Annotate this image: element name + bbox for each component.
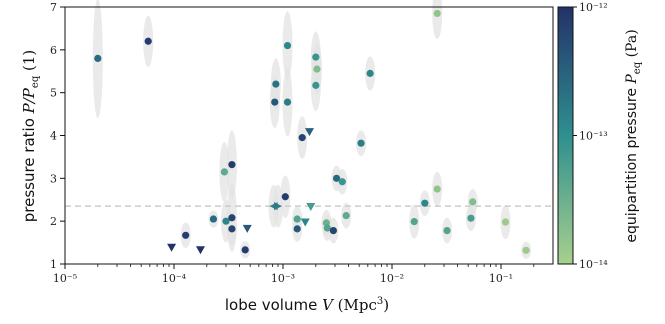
error-ellipse	[432, 0, 443, 40]
colorbar-tick-label: 10⁻¹³	[579, 130, 608, 143]
x-tick-label: 10⁻⁵	[53, 272, 77, 285]
data-point	[283, 98, 292, 106]
data-point	[501, 218, 510, 226]
data-point	[467, 214, 475, 222]
data-point	[220, 168, 228, 176]
data-point	[357, 139, 365, 147]
data-point	[312, 81, 320, 89]
colorbar-ticks: 10⁻¹² 10⁻¹³ 10⁻¹⁴	[573, 1, 608, 271]
data-point	[94, 54, 102, 63]
data-point	[228, 214, 236, 222]
data-point	[182, 231, 190, 239]
data-point	[304, 128, 314, 137]
data-point	[195, 246, 205, 255]
y-tick-label: 5	[50, 87, 57, 100]
data-point	[209, 215, 218, 223]
y-axis-ticks: 1 2 3 4 5 6 7	[50, 1, 65, 271]
data-point	[222, 217, 230, 225]
data-point	[332, 174, 341, 182]
data-point	[300, 218, 310, 227]
y-tick-label: 4	[50, 130, 57, 143]
data-point	[323, 224, 331, 232]
x-tick-label: 10⁻¹	[489, 272, 513, 285]
data-point	[274, 202, 283, 211]
data-point	[366, 69, 374, 77]
data-point	[342, 211, 350, 220]
colorbar-label: equipartition pressure Peq (Pa)	[624, 29, 643, 242]
x-tick-label: 10⁻³	[271, 272, 295, 285]
data-point	[338, 178, 346, 186]
data-point	[144, 37, 152, 45]
data-point	[312, 53, 320, 61]
x-axis-ticks: 10⁻⁵ 10⁻⁴ 10⁻³ 10⁻² 10⁻¹	[53, 264, 535, 285]
data-point	[522, 246, 530, 254]
data-point	[272, 80, 280, 88]
x-axis-label: lobe volume V (Mpc3)	[225, 296, 389, 314]
data-point	[241, 246, 249, 254]
data-point	[298, 134, 306, 142]
data-point	[283, 41, 292, 50]
y-tick-label: 6	[50, 44, 57, 57]
data-point	[421, 199, 429, 207]
y-tick-label: 7	[50, 1, 57, 14]
data-point	[293, 215, 301, 223]
plot-frame	[64, 6, 554, 265]
x-tick-label: 10⁻²	[380, 272, 404, 285]
data-point	[433, 9, 441, 18]
data-point	[293, 225, 301, 233]
colorbar	[557, 6, 574, 265]
data-point	[313, 65, 321, 73]
data-point	[271, 98, 279, 106]
data-point	[469, 198, 477, 206]
data-points	[94, 9, 530, 255]
data-point	[167, 243, 177, 252]
data-point	[443, 226, 451, 235]
y-tick-label: 1	[50, 258, 57, 271]
y-tick-label: 2	[50, 215, 57, 228]
data-point	[306, 203, 316, 212]
x-tick-label: 10⁻⁴	[162, 272, 187, 285]
colorbar-tick-label: 10⁻¹²	[579, 1, 608, 14]
colorbar-tick-label: 10⁻¹⁴	[579, 258, 608, 271]
data-point	[410, 217, 418, 226]
data-point	[281, 193, 289, 201]
data-point	[228, 225, 236, 233]
y-tick-label: 3	[50, 172, 57, 185]
data-point	[228, 161, 236, 169]
data-point	[329, 226, 337, 235]
y-axis-label: pressure ratio P/Peq (1)	[20, 50, 41, 223]
data-point	[433, 185, 441, 193]
data-point	[242, 224, 252, 233]
